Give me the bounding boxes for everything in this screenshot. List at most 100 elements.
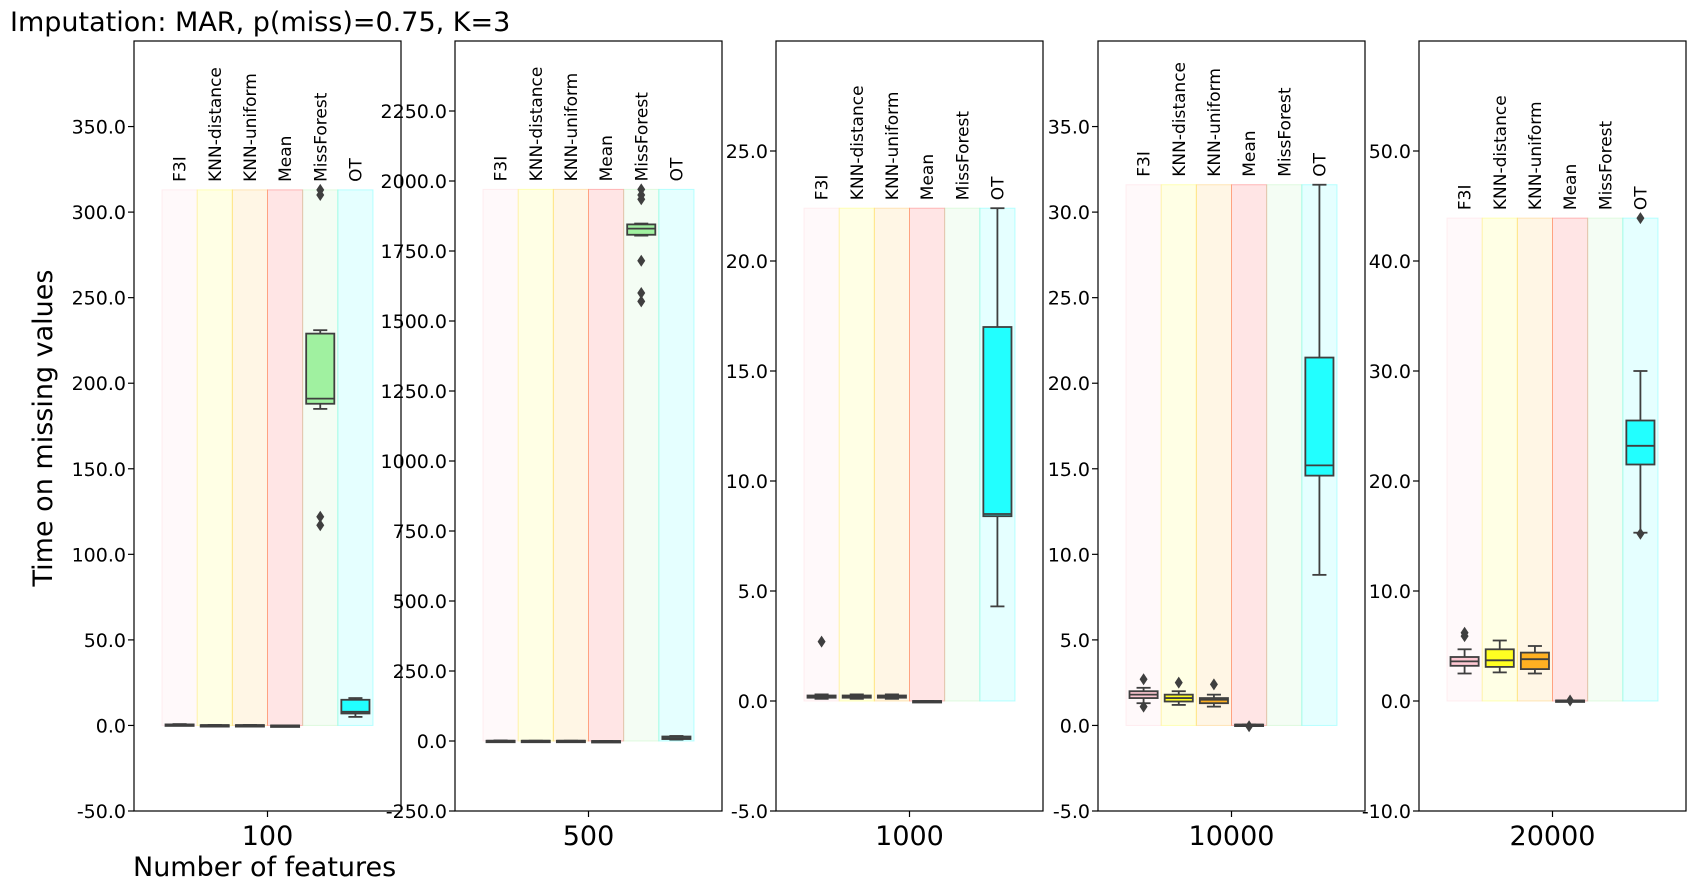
method-label: KNN-distance: [206, 67, 226, 182]
box-body: [626, 223, 657, 236]
subplot-1000: F3I KNN-distance KNN-uniform Mean MissForest…: [726, 40, 1044, 852]
outlier-point: [1636, 527, 1645, 540]
y-tick-label: 10.0: [1048, 544, 1090, 566]
box-body: [305, 332, 336, 405]
y-tick-label: 0.0: [1060, 715, 1090, 737]
y-tick-label: 200.0: [72, 373, 126, 395]
y-tick-label: 15.0: [1048, 459, 1090, 481]
y-axis-label: Time on missing values: [28, 270, 59, 588]
y-tick-label: 10.0: [726, 471, 768, 493]
x-tick-label: 100: [242, 821, 294, 852]
box-OT: [982, 207, 1013, 608]
band-KNN-distance: [1481, 217, 1518, 702]
y-tick-label: 30.0: [1048, 202, 1090, 224]
chart-title: Imputation: MAR, p(miss)=0.75, K=3: [10, 7, 510, 38]
band-MissForest: [623, 188, 660, 742]
band-KNN-distance: [838, 207, 875, 702]
y-tick-label: 20.0: [1369, 471, 1411, 493]
outlier-point: [1636, 212, 1645, 225]
box-KNN-uniform: [1519, 645, 1550, 675]
method-label: KNN-distance: [1170, 62, 1190, 177]
outlier-point: [1139, 700, 1148, 713]
subplot-10000: F3I KNN-distance KNN-uniform Mean MissForest…: [1048, 40, 1366, 852]
box-Mean: [912, 700, 943, 704]
y-tick-label: 1500.0: [381, 311, 447, 333]
box-F3I: [806, 693, 837, 700]
band-MissForest: [1587, 217, 1624, 702]
method-label: Mean: [1561, 164, 1581, 210]
y-tick-label: 0.0: [417, 731, 447, 753]
box-OT: [1304, 183, 1335, 576]
x-tick-label: 1000: [875, 821, 944, 852]
y-tick-label: 50.0: [84, 630, 126, 652]
outlier-point: [1174, 676, 1183, 689]
method-label: OT: [1310, 152, 1330, 176]
method-label: KNN-uniform: [1205, 68, 1225, 177]
y-tick-label: 20.0: [726, 251, 768, 273]
box-body: [982, 326, 1013, 518]
band-KNN-distance: [517, 188, 554, 742]
y-tick-label: -5.0: [1053, 801, 1090, 823]
box-KNN-distance: [841, 693, 872, 700]
box-body: [1519, 651, 1550, 670]
method-label: KNN-distance: [848, 85, 868, 200]
method-label: MissForest: [953, 111, 973, 201]
outlier-point: [637, 254, 646, 267]
subplots: F3I KNN-distance KNN-uniform Mean MissForest…: [72, 40, 1687, 852]
method-label: Mean: [918, 154, 938, 200]
band-Mean: [909, 207, 946, 702]
outlier-point: [637, 183, 646, 196]
band-F3I: [1125, 184, 1162, 726]
y-tick-label: 20.0: [1048, 373, 1090, 395]
method-label: KNN-uniform: [562, 73, 582, 182]
y-tick-label: 0.0: [738, 691, 768, 713]
y-tick-label: -5.0: [731, 801, 768, 823]
band-F3I: [803, 207, 840, 702]
outlier-point: [316, 183, 325, 196]
box-KNN-uniform: [876, 693, 907, 700]
box-body: [1625, 419, 1656, 466]
band-KNN-uniform: [1516, 217, 1554, 702]
box-KNN-distance: [199, 724, 230, 728]
band-MissForest: [302, 189, 339, 726]
box-Mean: [591, 740, 622, 744]
outlier-point: [1566, 694, 1575, 707]
subplot-20000: F3I KNN-distance KNN-uniform Mean MissForest…: [1362, 40, 1687, 852]
box-OT: [340, 697, 371, 718]
y-tick-label: 25.0: [1048, 288, 1090, 310]
y-tick-label: 750.0: [393, 521, 447, 543]
method-label: MissForest: [632, 92, 652, 182]
band-OT: [337, 189, 374, 726]
box-MissForest: [626, 222, 657, 237]
method-label: MissForest: [311, 92, 331, 182]
outlier-point: [1139, 673, 1148, 686]
box-F3I: [485, 739, 516, 744]
y-tick-label: 15.0: [726, 361, 768, 383]
method-label: F3I: [1456, 184, 1476, 210]
method-label: MissForest: [1596, 120, 1616, 210]
box-KNN-distance: [520, 739, 551, 744]
y-tick-label: 40.0: [1369, 251, 1411, 273]
method-label: Mean: [1240, 130, 1260, 176]
y-tick-label: 10.0: [1369, 581, 1411, 603]
y-tick-label: 100.0: [72, 544, 126, 566]
band-F3I: [1446, 217, 1483, 702]
method-label: OT: [667, 157, 687, 181]
method-label: OT: [988, 176, 1008, 200]
outlier-point: [1245, 720, 1254, 733]
box-body: [1484, 648, 1515, 668]
box-body: [1304, 356, 1335, 477]
y-tick-label: 150.0: [72, 459, 126, 481]
y-tick-label: -250.0: [386, 801, 447, 823]
band-KNN-distance: [1160, 184, 1197, 726]
subplot-100: F3I KNN-distance KNN-uniform Mean MissForest…: [72, 40, 402, 852]
band-KNN-uniform: [231, 189, 268, 726]
band-KNN-uniform: [873, 207, 910, 702]
method-label: OT: [346, 157, 366, 181]
method-label: KNN-distance: [527, 67, 547, 182]
method-label: MissForest: [1275, 87, 1295, 177]
subplot-500: F3I KNN-distance KNN-uniform Mean MissForest…: [381, 40, 723, 852]
band-KNN-uniform: [552, 188, 589, 742]
box-OT: [661, 735, 692, 741]
y-tick-label: 250.0: [72, 288, 126, 310]
